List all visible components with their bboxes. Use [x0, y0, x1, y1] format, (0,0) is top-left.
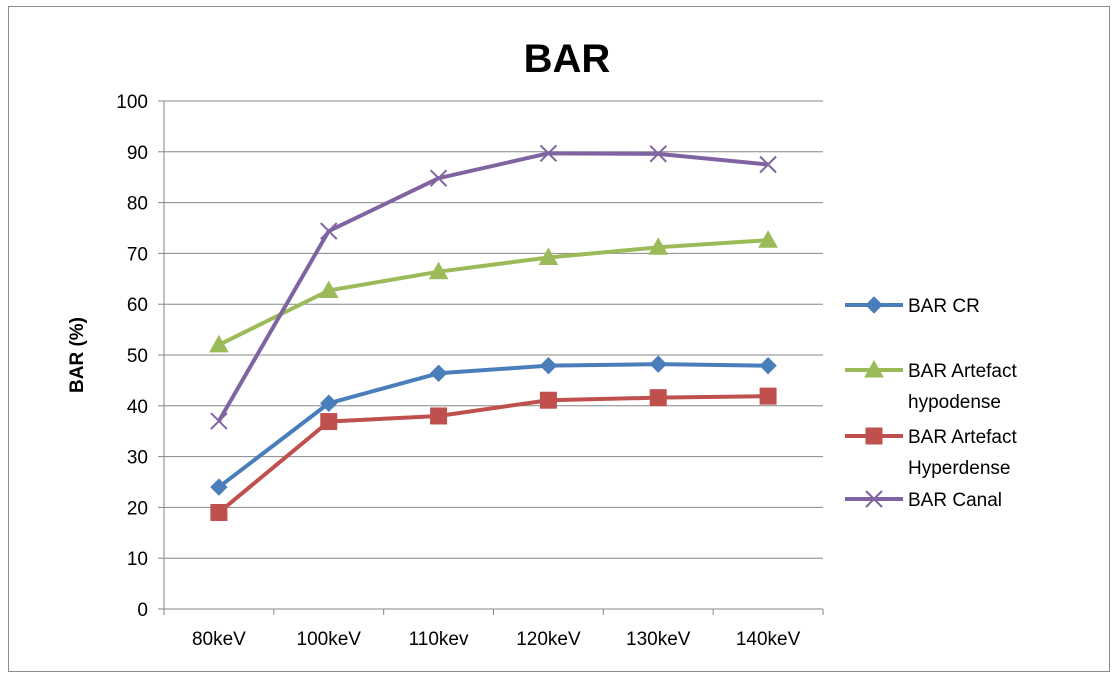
- x-tick-label: 80keV: [192, 629, 246, 650]
- data-point: [209, 334, 229, 353]
- series-line-3: [217, 151, 769, 423]
- data-point: [318, 280, 339, 298]
- legend-label: hypodense: [908, 392, 1001, 413]
- data-point: [320, 394, 338, 412]
- y-tick-label: 20: [127, 498, 148, 519]
- data-point: [430, 407, 448, 425]
- legend-item-3: BAR Canal: [845, 490, 1002, 511]
- legend-marker: [865, 296, 883, 314]
- legend-label: Hyperdense: [908, 458, 1010, 479]
- y-axis-ticks: 0 10 20 30 40 50 60 70 80 90 100: [116, 92, 164, 621]
- y-tick-label: 10: [127, 549, 148, 570]
- chart-frame: [8, 6, 1110, 672]
- legend-item-2: BAR Artefact Hyperdense: [845, 427, 1017, 479]
- legend: BAR CR BAR Artefact hypodense BAR Artefact H…: [845, 296, 1017, 511]
- legend-marker: [864, 359, 884, 378]
- y-tick-label: 90: [127, 143, 148, 164]
- legend-marker: [865, 427, 883, 445]
- data-point: [649, 145, 667, 163]
- data-point: [759, 387, 777, 405]
- x-tick-label: 100keV: [297, 629, 362, 650]
- y-tick-label: 60: [127, 295, 148, 316]
- legend-label: BAR Canal: [908, 490, 1002, 511]
- data-point: [210, 503, 228, 521]
- x-tick-label: 120keV: [516, 629, 581, 650]
- y-tick-label: 30: [127, 448, 148, 469]
- data-point: [320, 413, 338, 431]
- data-point: [429, 364, 448, 382]
- y-tick-label: 50: [127, 346, 148, 367]
- x-tick-label: 130keV: [626, 629, 691, 650]
- legend-label: BAR CR: [908, 296, 980, 317]
- data-point: [210, 478, 228, 496]
- y-axis-label: BAR (%): [67, 317, 88, 393]
- data-point: [759, 356, 777, 375]
- data-point: [539, 144, 558, 163]
- data-point: [758, 230, 778, 248]
- y-tick-label: 80: [127, 194, 148, 215]
- data-point: [538, 247, 559, 265]
- y-tick-label: 0: [137, 600, 148, 621]
- data-point: [539, 391, 557, 409]
- x-axis-ticks: 80keV 100keV 110kev 120keV 130keV 140keV: [163, 609, 824, 650]
- series-1: [209, 230, 778, 353]
- y-tick-label: 70: [127, 244, 148, 265]
- data-point: [320, 222, 338, 240]
- series-0: [210, 355, 777, 496]
- data-point: [649, 355, 667, 373]
- x-tick-label: 140keV: [736, 629, 801, 650]
- series-line-1: [218, 238, 769, 347]
- y-tick-label: 40: [127, 397, 148, 418]
- data-point: [210, 412, 228, 430]
- series-line-0: [217, 362, 769, 489]
- series-2: [210, 387, 777, 521]
- series-3: [210, 144, 777, 430]
- data-point: [759, 155, 777, 174]
- legend-item-0: BAR CR: [845, 296, 980, 317]
- series-group: [209, 144, 778, 521]
- legend-item-1: BAR Artefact hypodense: [845, 359, 1017, 413]
- series-line-2: [217, 394, 769, 515]
- data-point: [539, 356, 558, 375]
- gridlines: [163, 100, 823, 610]
- y-tick-label: 100: [116, 92, 148, 113]
- x-tick-label: 110kev: [409, 629, 469, 650]
- data-point: [648, 237, 669, 255]
- data-point: [429, 169, 448, 187]
- legend-marker: [865, 490, 883, 508]
- legend-label: BAR Artefact: [908, 427, 1017, 448]
- data-point: [428, 261, 449, 280]
- legend-label: BAR Artefact: [908, 361, 1017, 382]
- chart-title: BAR: [524, 37, 611, 81]
- data-point: [649, 389, 667, 407]
